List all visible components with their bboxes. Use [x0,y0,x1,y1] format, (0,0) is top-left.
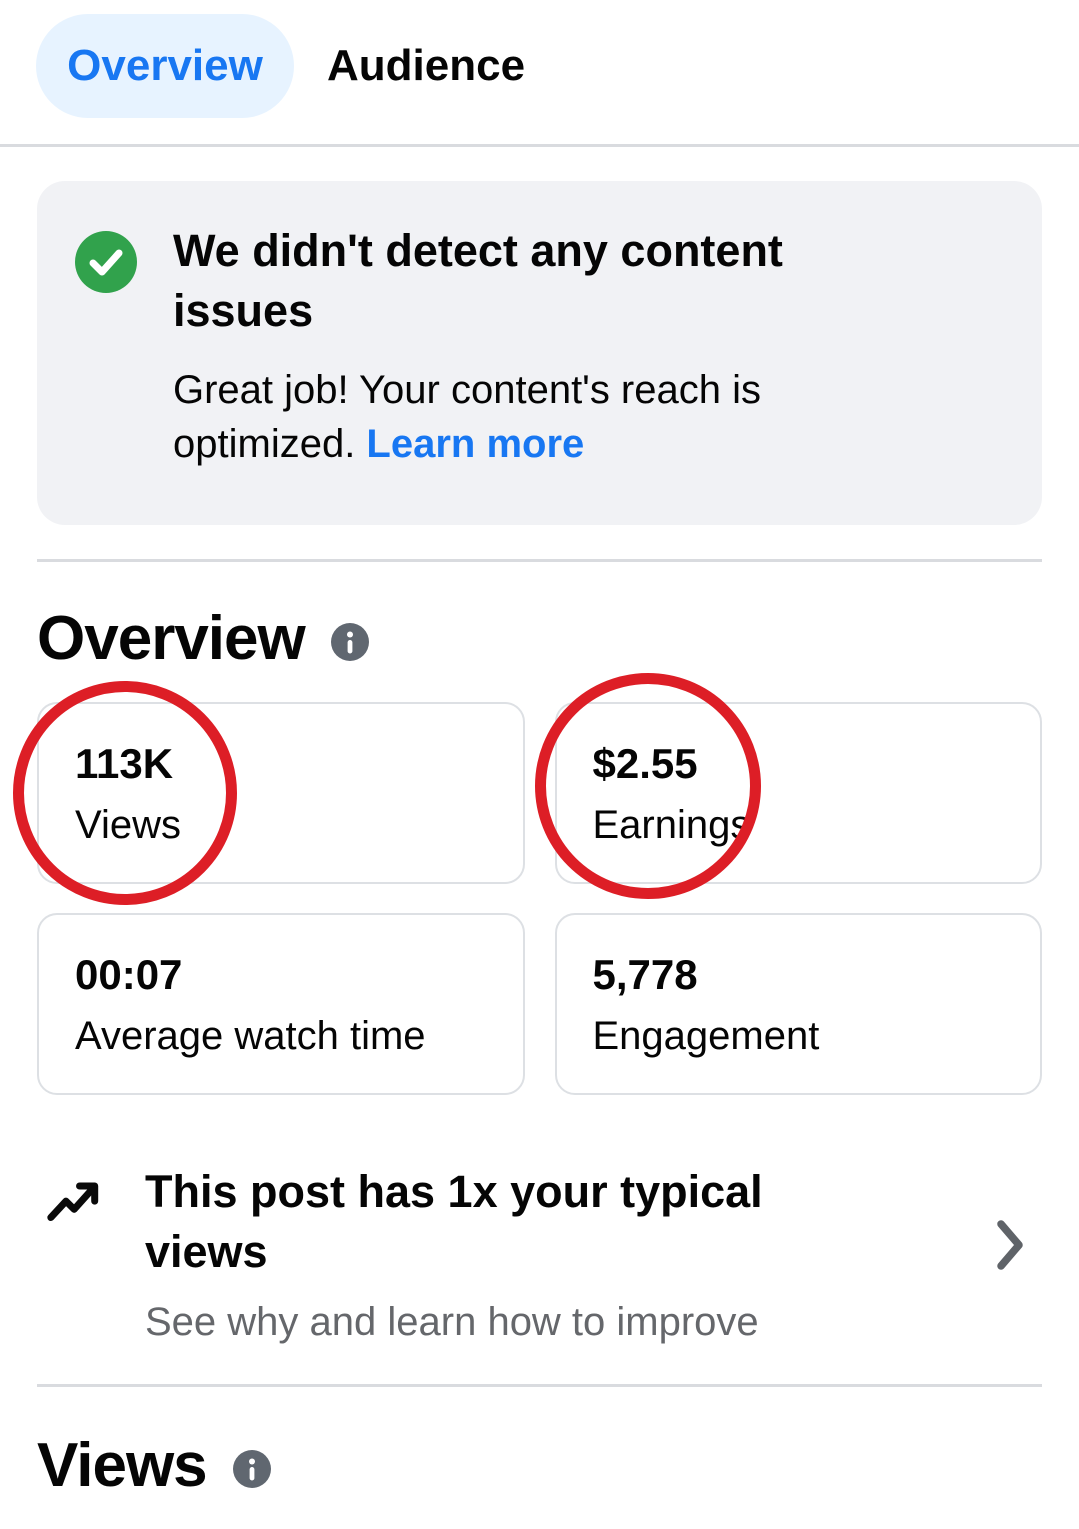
trending-up-icon [47,1182,99,1221]
stat-card-views: 113K Views [37,702,525,884]
tab-bar: Overview Audience [36,14,525,118]
check-circle-icon [75,231,137,293]
stat-value: 113K [75,740,174,787]
stat-value: 00:07 [75,951,183,998]
banner-title: We didn't detect any content issues [173,225,783,336]
stat-value: 5,778 [592,951,698,998]
insight-title: This post has 1x your typical views [145,1166,763,1277]
info-icon[interactable] [232,1449,271,1488]
tabs-divider [0,144,1079,147]
stat-value: $2.55 [592,740,698,787]
views-section-header: Views [37,1430,271,1501]
chevron-right-icon[interactable] [992,1214,1028,1276]
section-divider-views [37,1384,1042,1387]
banner-body: Great job! Your content's reach is optim… [173,363,878,471]
stat-label: Engagement [592,1014,820,1058]
tab-overview-label: Overview [67,41,263,90]
section-divider-overview [37,559,1042,562]
overview-stat-cards: 113K Views $2.55 Earnings 00:07 Average … [37,702,1042,1095]
stat-card-engagement: 5,778 Engagement [554,913,1042,1095]
stat-card-earnings: $2.55 Earnings [554,702,1042,884]
banner-text: We didn't detect any content issues Grea… [173,221,893,471]
stat-card-average-watch-time: 00:07 Average watch time [37,913,525,1095]
views-section-title: Views [37,1431,208,1500]
overview-section-header: Overview [37,603,369,674]
stat-label: Average watch time [75,1014,426,1058]
learn-more-link[interactable]: Learn more [366,422,585,466]
banner-body-text: Great job! Your content's reach is optim… [173,368,761,466]
content-issues-banner: We didn't detect any content issues Grea… [37,181,1042,525]
tab-audience[interactable]: Audience [327,14,525,118]
insight-text: This post has 1x your typical views See … [145,1162,845,1345]
stat-label: Views [75,803,181,847]
typical-views-insight-row[interactable]: This post has 1x your typical views See … [37,1162,1042,1345]
tab-audience-label: Audience [327,41,526,90]
overview-section-title: Overview [37,604,306,673]
insight-subtitle: See why and learn how to improve [145,1300,759,1344]
stat-label: Earnings [592,803,751,847]
tab-overview[interactable]: Overview [36,14,294,118]
info-icon[interactable] [330,622,369,661]
